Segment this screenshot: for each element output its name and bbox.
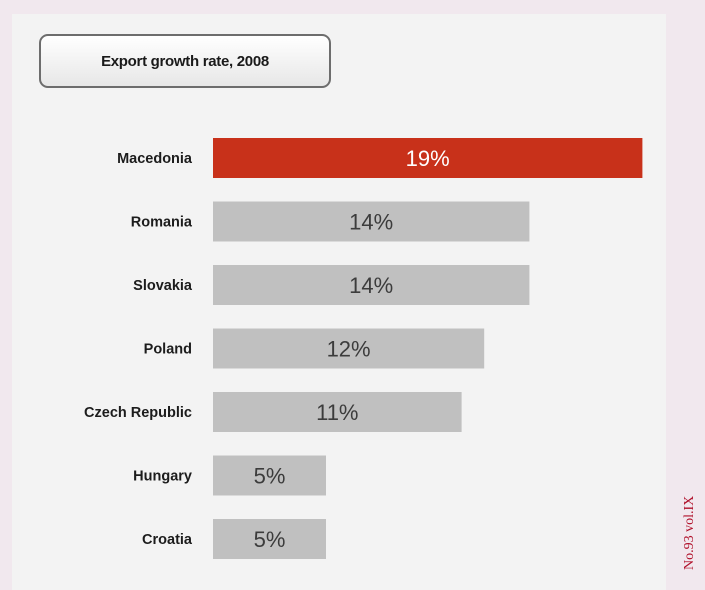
category-label: Poland (144, 342, 192, 358)
category-label: Romania (131, 215, 193, 231)
data-label: 19% (406, 146, 450, 171)
category-label: Czech Republic (84, 405, 192, 421)
journal-issue-label: No.93 vol.IX (682, 495, 697, 571)
category-label: Macedonia (117, 151, 193, 167)
category-label: Croatia (142, 532, 193, 548)
data-label: 5% (254, 527, 286, 552)
bar-croatia (213, 519, 326, 559)
data-label: 11% (316, 400, 358, 425)
bar-hungary (213, 455, 326, 496)
category-label: Hungary (133, 469, 192, 485)
data-label: 12% (327, 337, 371, 362)
category-label: Slovakia (133, 278, 193, 294)
bar-poland (213, 328, 485, 369)
data-label: 14% (349, 273, 393, 298)
chart-title: Export growth rate, 2008 (39, 34, 331, 88)
data-label: 14% (349, 210, 393, 235)
bar-slovakia (213, 265, 530, 305)
bar-czech-republic (213, 392, 462, 432)
bar-romania (213, 201, 530, 242)
data-label: 5% (254, 464, 286, 489)
bar-macedonia (213, 138, 643, 178)
